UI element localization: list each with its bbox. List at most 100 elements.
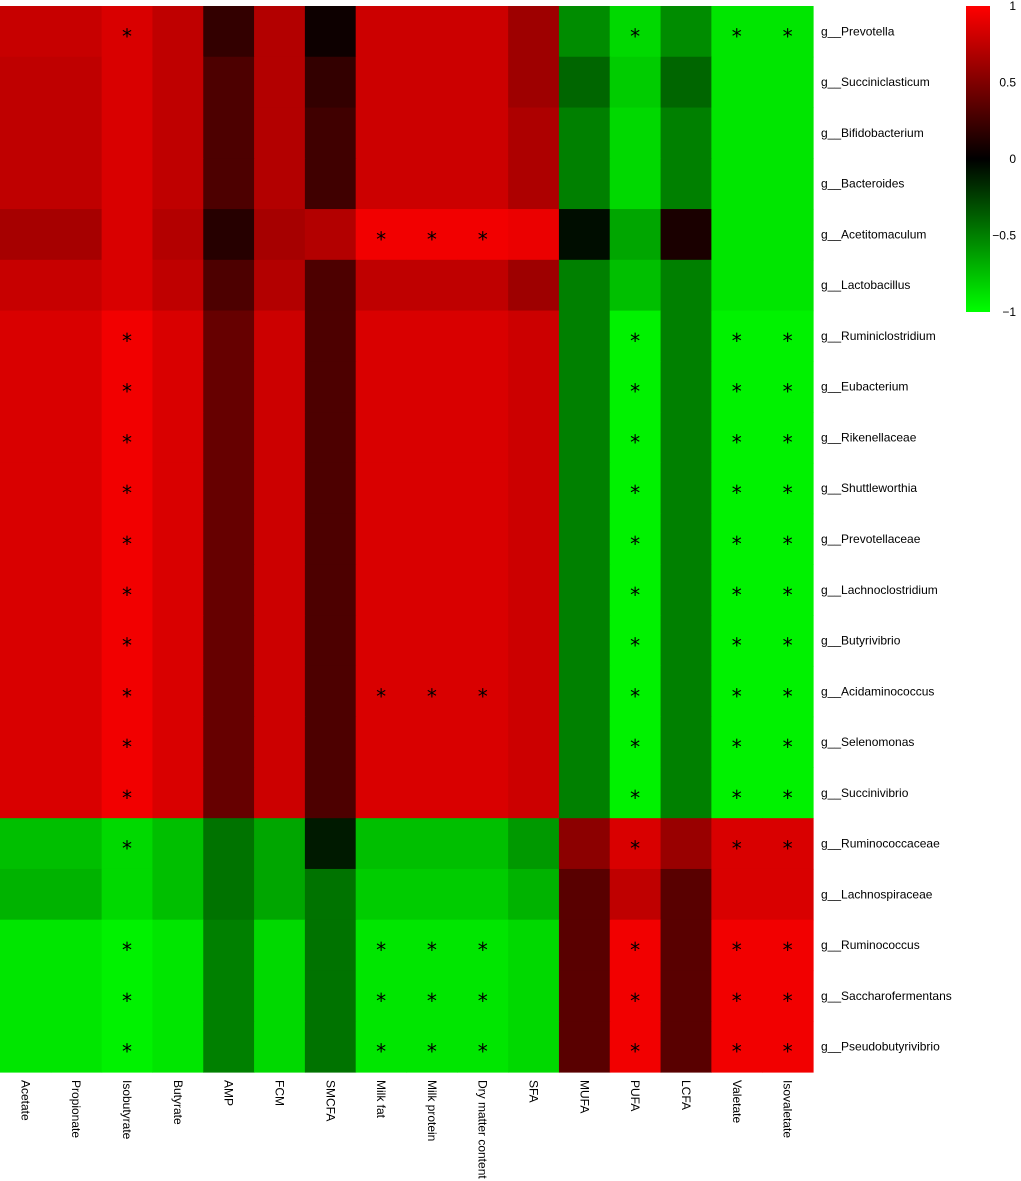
heatmap-cell (203, 919, 255, 972)
heatmap-cell (406, 1021, 458, 1073)
significance-mark: * (427, 684, 437, 708)
heatmap-cell (355, 412, 408, 464)
significance-mark: * (732, 938, 742, 962)
heatmap-cell (609, 615, 662, 667)
significance-mark: * (122, 735, 132, 759)
heatmap-cell (152, 361, 204, 413)
heatmap-cell (254, 767, 306, 819)
column-label: Milk fat (374, 1080, 388, 1119)
heatmap-cell (558, 970, 611, 1022)
heatmap-cell (711, 716, 763, 769)
heatmap-cell (457, 361, 509, 413)
heatmap-cell (304, 56, 357, 109)
heatmap-cell (50, 107, 103, 159)
heatmap-cell (0, 868, 52, 921)
heatmap-cell (203, 716, 255, 769)
heatmap-cell (50, 158, 103, 210)
heatmap-cell (355, 6, 408, 58)
heatmap-cell (0, 615, 52, 667)
heatmap-cell (711, 970, 763, 1022)
heatmap-cell (0, 158, 52, 210)
heatmap-cell (101, 1021, 154, 1073)
heatmap-cell (762, 868, 814, 921)
significance-mark: * (630, 837, 640, 861)
column-label: FCM (272, 1080, 286, 1106)
heatmap-cell (152, 767, 204, 819)
heatmap-cell (558, 868, 611, 921)
significance-mark: * (783, 786, 793, 810)
heatmap-cell (152, 615, 204, 667)
heatmap-cell (0, 107, 52, 159)
heatmap-cell (406, 615, 458, 667)
heatmap-cell (203, 158, 255, 210)
significance-mark: * (122, 837, 132, 861)
color-legend: 1 0.5 0 −0.5 −1 (966, 0, 1016, 319)
row-labels: g__Prevotella g__Succiniclasticum g__Bifid… (821, 24, 952, 1053)
heatmap-cell (508, 818, 560, 870)
heatmap-cell (457, 564, 509, 616)
heatmap-cell (304, 412, 357, 464)
heatmap-cell (254, 107, 306, 159)
heatmap-cell (558, 716, 611, 769)
heatmap-cell (457, 259, 509, 312)
significance-mark: * (122, 380, 132, 404)
heatmap-cell (254, 615, 306, 667)
heatmap-cell (711, 615, 763, 667)
heatmap-cell (558, 1021, 611, 1073)
heatmap-cell (254, 716, 306, 769)
heatmap-cell (355, 970, 408, 1022)
significance-mark: * (376, 1040, 386, 1064)
row-label: g__Butyrivibrio (821, 634, 901, 648)
significance-mark: * (783, 532, 793, 556)
heatmap-cell (457, 716, 509, 769)
heatmap-cell (711, 361, 763, 413)
heatmap-cell (101, 107, 154, 159)
significance-mark: * (630, 735, 640, 759)
heatmap-cell (0, 564, 52, 616)
heatmap-cell (101, 615, 154, 667)
heatmap-cell (558, 6, 611, 58)
row-label: g__Lachnospiraceae (821, 887, 933, 901)
column-label: Milk protein (425, 1080, 439, 1141)
heatmap-cell (406, 209, 458, 261)
heatmap-cell (304, 259, 357, 312)
heatmap-cell (50, 818, 103, 870)
row-label: g__Saccharofermentans (821, 989, 952, 1003)
heatmap-cell (660, 107, 712, 159)
heatmap-cell (609, 665, 662, 718)
heatmap-cell (762, 56, 814, 109)
heatmap-cell (711, 868, 763, 921)
heatmap-cell (203, 564, 255, 616)
heatmap-cell (304, 6, 357, 58)
heatmap-cell (762, 818, 814, 870)
heatmap-cell (558, 513, 611, 565)
significance-mark: * (732, 634, 742, 658)
significance-mark: * (630, 329, 640, 353)
row-label: g__Succiniclasticum (821, 75, 930, 89)
heatmap-cell (660, 970, 712, 1022)
heatmap-cell (0, 665, 52, 718)
significance-mark: * (122, 430, 132, 454)
column-label: Dry matter content (476, 1080, 490, 1179)
heatmap-cell (304, 310, 357, 362)
heatmap-cell (203, 868, 255, 921)
heatmap-cell (152, 513, 204, 565)
heatmap-cell (101, 6, 154, 58)
significance-mark: * (630, 24, 640, 48)
heatmap-cell (50, 310, 103, 362)
heatmap-cell (711, 56, 763, 109)
row-label: g__Shuttleworthia (821, 481, 917, 495)
heatmap-cell (203, 259, 255, 312)
heatmap-cell (558, 412, 611, 464)
significance-mark: * (732, 735, 742, 759)
heatmap-cell (101, 209, 154, 261)
heatmap-cell (0, 56, 52, 109)
heatmap-cell (254, 1021, 306, 1073)
heatmap-cell (762, 615, 814, 667)
heatmap-cell (558, 919, 611, 972)
heatmap-cell (508, 1021, 560, 1073)
heatmap-cell (406, 361, 458, 413)
significance-mark: * (732, 583, 742, 607)
heatmap-cell (0, 818, 52, 870)
heatmap-cell (508, 564, 560, 616)
